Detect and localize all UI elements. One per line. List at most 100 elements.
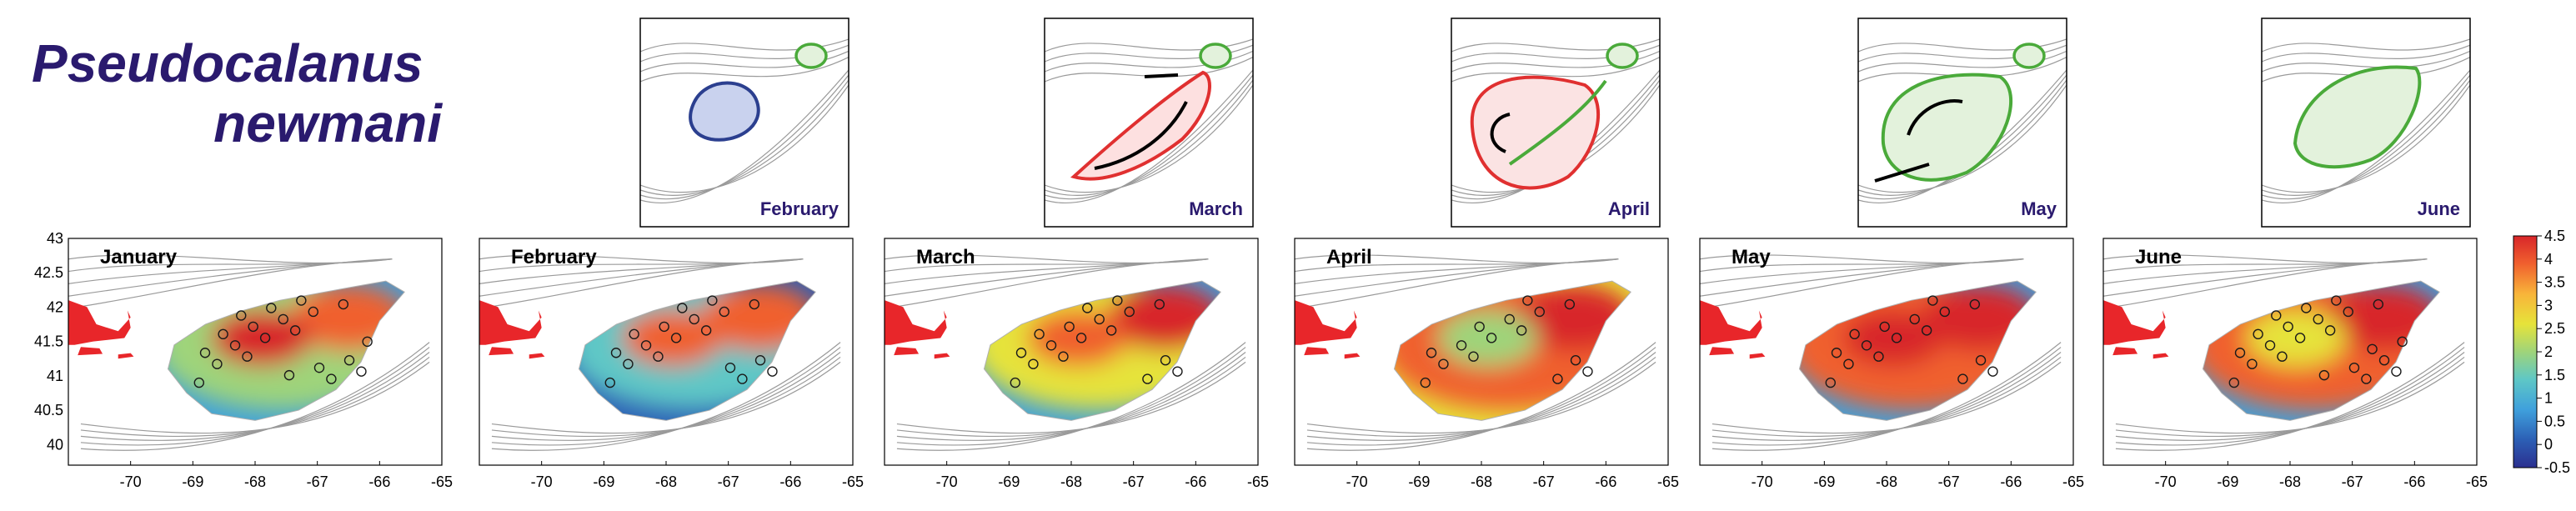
schematic-contour xyxy=(640,69,849,203)
x-tick-label: -66 xyxy=(1595,473,1616,490)
station-marker xyxy=(1045,340,1057,351)
title-line1: Pseudocalanus xyxy=(32,33,423,93)
station-marker xyxy=(1831,348,1842,358)
schematic-contour xyxy=(2262,38,2470,53)
station-marker xyxy=(659,321,669,333)
bathymetry-contour xyxy=(479,258,841,451)
x-tick-label: -65 xyxy=(1657,473,1679,490)
colorbar: 4.5 4 3.5 3 2.5 2 1.5 1 0.5 0 -0.5 xyxy=(2513,228,2570,476)
schematic-month-label: March xyxy=(1189,198,1243,219)
x-tick-label: -68 xyxy=(1876,473,1897,490)
population-patch xyxy=(1881,73,2013,182)
schematic-contour xyxy=(1045,79,1253,196)
island-land xyxy=(1304,347,1330,356)
station-marker xyxy=(1825,377,1837,388)
station-marker xyxy=(1124,306,1135,318)
schematic-contour xyxy=(2262,69,2470,203)
station-marker xyxy=(242,351,253,362)
station-marker xyxy=(1486,333,1497,343)
y-tick-label: 41 xyxy=(47,368,63,384)
schematic-month-label: February xyxy=(760,198,839,219)
cape-cod-land xyxy=(2103,300,2166,345)
schematic-month-label: June xyxy=(2418,198,2460,219)
hot-spot xyxy=(211,309,312,367)
island-land xyxy=(2153,353,2169,359)
bathymetry-contour xyxy=(1700,258,2062,451)
station-marker xyxy=(338,298,349,310)
heatmap-panel: May -70 -69 -68 -67 -66 -65 xyxy=(1699,238,2084,490)
station-marker xyxy=(653,351,664,362)
station-marker xyxy=(2301,303,2312,313)
station-marker xyxy=(248,321,258,333)
station-marker xyxy=(313,362,325,373)
station-marker xyxy=(640,340,652,351)
heatmap-panel: January -70 -69 -68 -67 -66 -65 xyxy=(68,238,453,490)
station-marker xyxy=(719,306,729,318)
station-marker xyxy=(2228,377,2240,388)
station-marker xyxy=(610,348,622,358)
station-marker xyxy=(1094,313,1105,325)
flow-arrow xyxy=(1144,73,1179,78)
x-tick-label: -69 xyxy=(2217,473,2238,490)
island-land xyxy=(78,347,103,356)
station-marker xyxy=(670,333,682,343)
bank-outline xyxy=(167,280,405,421)
x-tick-label: -66 xyxy=(2403,473,2425,490)
schematic-month-label: April xyxy=(1608,198,1650,219)
station-marker xyxy=(1028,358,1039,369)
station-marker xyxy=(1015,348,1027,358)
schematic-contour xyxy=(640,84,849,193)
heatmap-panel: February -70 -69 -68 -67 -66 -65 xyxy=(479,238,864,490)
station-marker xyxy=(1172,366,1183,377)
x-tick-label: -66 xyxy=(2000,473,2022,490)
station-marker xyxy=(1891,333,1902,343)
schematic-contour xyxy=(2262,84,2470,193)
station-marker xyxy=(749,298,760,310)
station-marker xyxy=(212,358,223,369)
x-tick-label: -70 xyxy=(120,473,142,490)
station-marker xyxy=(724,362,736,373)
x-tick-label: -65 xyxy=(1247,473,1269,490)
island-land xyxy=(1749,353,1766,359)
station-marker xyxy=(289,325,301,336)
station-marker xyxy=(1909,313,1920,325)
schematic-contour xyxy=(2262,79,2470,196)
colorbar-tick-label: 0 xyxy=(2544,436,2553,453)
schematic-contour xyxy=(2262,44,2470,63)
station-marker xyxy=(1420,377,1431,388)
population-patch xyxy=(2293,65,2422,169)
schematic-panel: May xyxy=(1857,18,2067,228)
population-patch xyxy=(1470,75,1600,190)
title-line2: newmani xyxy=(213,93,443,153)
schematic-contour xyxy=(640,57,849,83)
x-tick-label: -69 xyxy=(998,473,1020,490)
population-patch xyxy=(689,81,760,142)
schematic-contour xyxy=(1451,57,1660,83)
schematic-contour xyxy=(640,79,849,196)
x-tick-label: -70 xyxy=(1346,473,1368,490)
station-marker xyxy=(767,366,778,377)
x-tick-label: -65 xyxy=(2062,473,2084,490)
station-marker xyxy=(356,366,367,377)
station-marker xyxy=(1843,358,1854,369)
schematic-contour xyxy=(1045,69,1253,203)
station-marker xyxy=(308,306,318,318)
x-tick-label: -65 xyxy=(2466,473,2488,490)
station-marker xyxy=(1879,321,1890,333)
station-marker xyxy=(1516,325,1527,336)
station-marker xyxy=(2318,369,2330,381)
cape-cod-land xyxy=(1295,300,1357,345)
schematic-row: February March April May June xyxy=(639,18,2471,228)
bank-outline xyxy=(2202,280,2440,421)
station-marker xyxy=(2294,333,2306,343)
y-tick-label: 42 xyxy=(47,298,63,315)
schematic-contour xyxy=(1045,57,1253,83)
x-tick-label: -70 xyxy=(531,473,553,490)
station-marker xyxy=(1969,298,1981,310)
station-marker xyxy=(2313,313,2323,325)
spread-patch xyxy=(1508,79,1607,166)
island-land xyxy=(934,353,950,359)
month-label: April xyxy=(1326,246,1372,268)
x-tick-label: -69 xyxy=(182,473,203,490)
station-marker xyxy=(700,325,712,336)
